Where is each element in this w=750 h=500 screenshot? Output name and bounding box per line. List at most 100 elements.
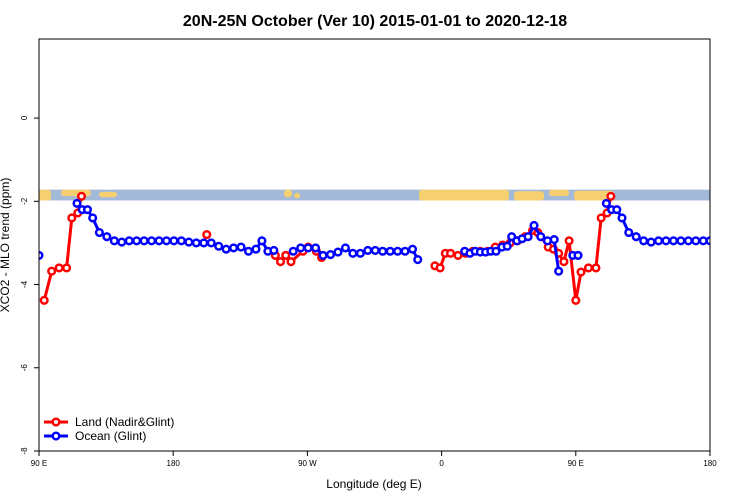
- data-point: [54, 263, 64, 273]
- legend-label: Land (Nadir&Glint): [75, 415, 174, 429]
- data-point: [221, 244, 231, 254]
- data-point: [76, 191, 87, 201]
- data-point: [554, 266, 564, 276]
- data-point: [445, 248, 456, 258]
- data-point: [269, 245, 279, 255]
- series-line: [605, 202, 710, 244]
- map-land: [514, 191, 544, 201]
- data-point: [606, 191, 616, 201]
- data-point: [243, 246, 254, 256]
- x-tick-label: 90 E: [31, 459, 47, 468]
- x-tick-label: 0: [439, 459, 444, 468]
- data-point: [583, 263, 594, 273]
- data-point: [631, 232, 641, 242]
- x-tick-label: 180: [167, 459, 181, 468]
- data-point: [154, 236, 164, 246]
- data-point: [378, 246, 388, 256]
- data-point: [596, 213, 606, 223]
- data-point: [571, 295, 581, 305]
- data-point: [523, 232, 533, 242]
- chart-title: 20N-25N October (Ver 10) 2015-01-01 to 2…: [183, 13, 567, 30]
- data-point: [184, 237, 194, 247]
- legend-marker: [51, 417, 61, 427]
- data-point: [435, 263, 445, 273]
- data-point: [202, 230, 212, 240]
- data-point: [206, 238, 216, 248]
- map-land: [294, 192, 300, 199]
- data-point: [82, 205, 93, 215]
- data-point: [176, 236, 186, 246]
- data-point: [576, 267, 586, 277]
- data-point: [393, 246, 403, 256]
- data-point: [612, 205, 622, 215]
- data-point: [199, 238, 209, 248]
- x-tick-label: 90 W: [298, 459, 317, 468]
- map-ocean: [39, 189, 710, 201]
- data-point: [668, 236, 679, 246]
- data-point: [214, 241, 224, 251]
- data-point: [676, 236, 686, 246]
- data-point: [132, 236, 142, 246]
- data-point: [536, 232, 546, 242]
- data-point: [318, 250, 328, 260]
- data-point: [229, 243, 239, 253]
- x-tick-label: 90 E: [568, 459, 584, 468]
- data-point: [333, 247, 343, 257]
- data-point: [348, 248, 358, 258]
- data-point: [67, 213, 77, 223]
- data-point: [502, 241, 512, 251]
- data-point: [94, 227, 104, 238]
- data-point: [601, 198, 611, 208]
- data-point: [62, 263, 72, 273]
- map-land: [419, 189, 509, 201]
- data-point: [529, 220, 539, 230]
- data-point: [109, 236, 119, 246]
- data-point: [573, 250, 583, 260]
- data-point: [691, 236, 701, 246]
- data-point: [617, 213, 627, 223]
- data-point: [639, 236, 649, 246]
- y-tick-label: -6: [20, 364, 29, 372]
- data-point: [355, 248, 365, 258]
- data-point: [88, 213, 98, 223]
- data-point: [646, 237, 656, 247]
- data-point: [683, 236, 693, 246]
- data-point: [39, 295, 49, 305]
- data-point: [705, 236, 710, 246]
- x-axis-label: Longitude (deg E): [326, 477, 421, 491]
- data-point: [559, 257, 569, 267]
- map-land: [549, 189, 569, 197]
- legend-label: Ocean (Glint): [75, 429, 146, 443]
- data-point: [311, 243, 321, 253]
- data-point: [340, 243, 350, 253]
- data-point: [191, 238, 201, 248]
- series-0: [39, 191, 616, 305]
- data-point: [591, 263, 601, 273]
- data-point: [47, 266, 57, 276]
- data-point: [251, 244, 261, 254]
- series-layer: [39, 191, 710, 305]
- y-tick-label: -2: [20, 197, 29, 205]
- y-tick-label: 0: [20, 115, 29, 120]
- map-land: [284, 189, 292, 198]
- data-point: [296, 243, 306, 253]
- data-point: [117, 237, 127, 247]
- data-point: [413, 255, 423, 265]
- data-point: [147, 236, 157, 246]
- y-tick-label: -8: [20, 447, 29, 455]
- x-tick-label: 180: [703, 459, 717, 468]
- plot-frame: [38, 38, 711, 452]
- y-axis-label: XCO2 - MLO trend (ppm): [0, 178, 12, 313]
- data-point: [661, 236, 671, 246]
- data-point: [281, 250, 291, 260]
- data-point: [453, 250, 463, 260]
- world-map-strip: [39, 189, 710, 201]
- data-point: [236, 242, 246, 252]
- data-point: [124, 236, 134, 246]
- data-point: [257, 236, 267, 246]
- data-point: [72, 198, 82, 208]
- data-point: [288, 246, 298, 256]
- data-point: [654, 236, 664, 246]
- data-point: [303, 243, 313, 253]
